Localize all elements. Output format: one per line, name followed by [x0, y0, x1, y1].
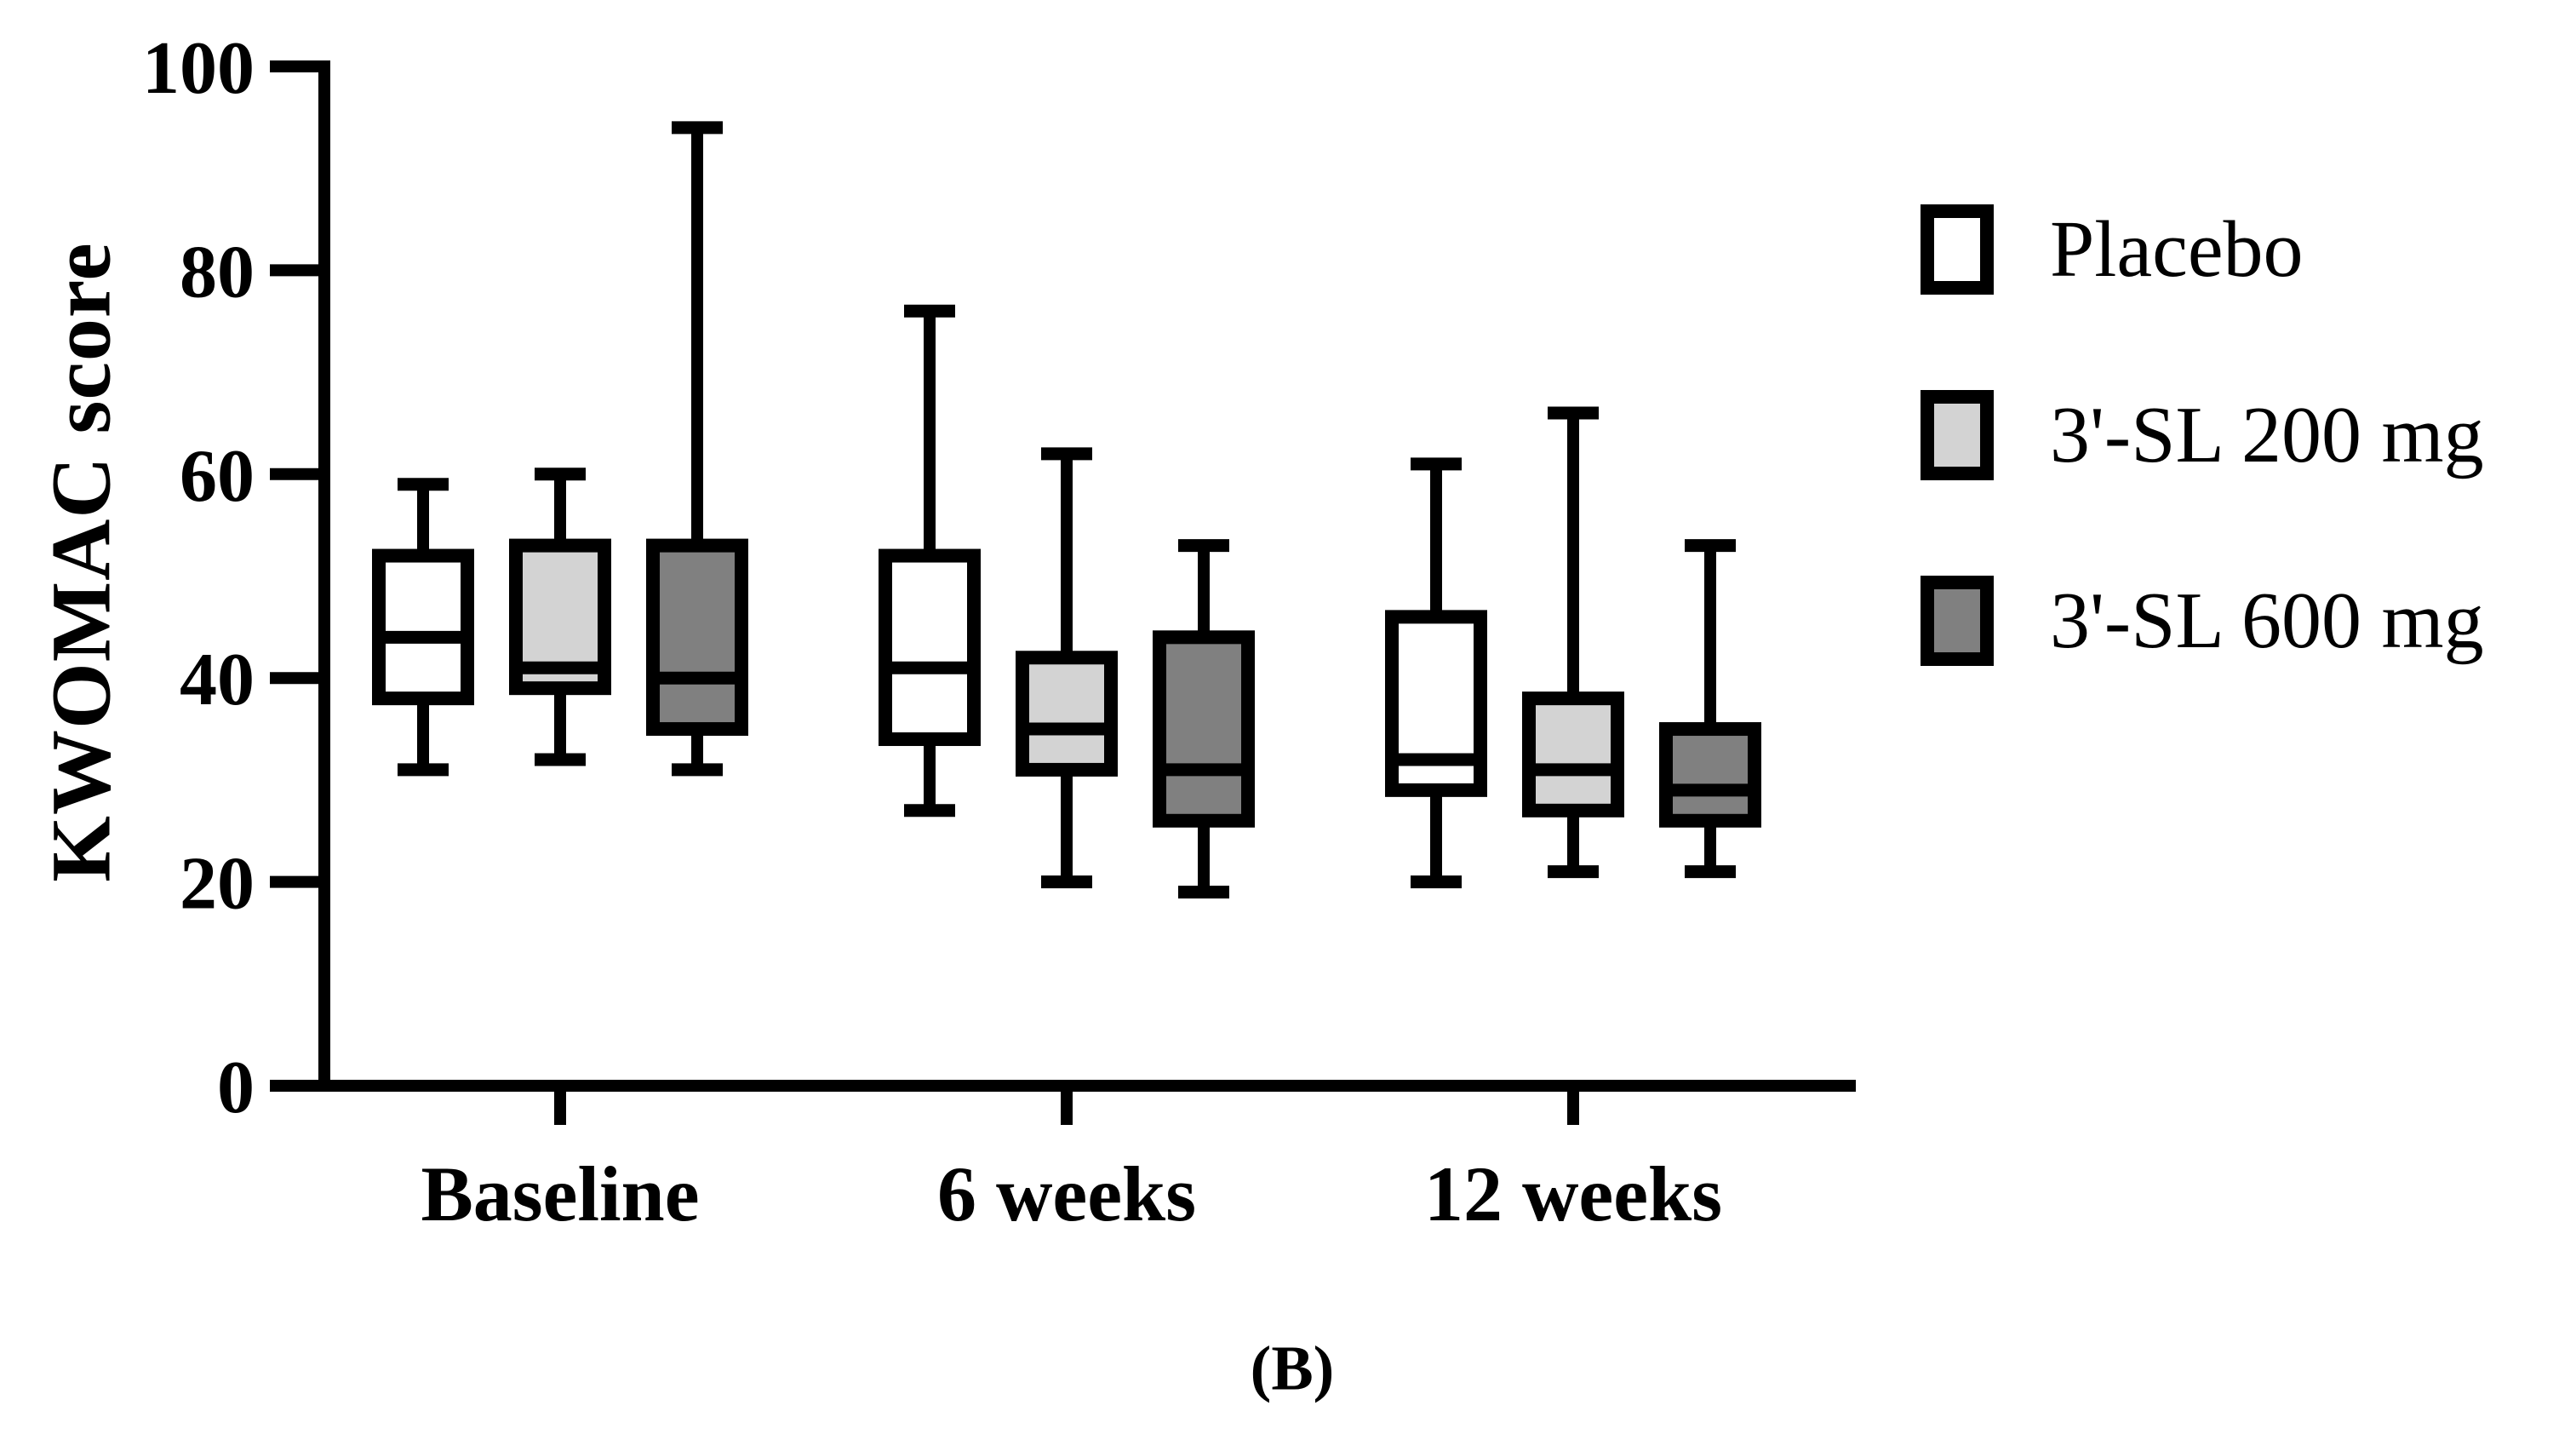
x-category-label: 12 weeks [1424, 1150, 1722, 1237]
legend-row-200mg: 3'-SL 200 mg [1921, 390, 2484, 480]
legend-label-600mg: 3'-SL 600 mg [2050, 577, 2484, 665]
y-axis-title: KWOMAC score [33, 242, 129, 882]
box [1659, 722, 1761, 828]
box [1522, 691, 1624, 818]
box [1016, 651, 1118, 777]
box [646, 538, 748, 737]
box [1153, 630, 1255, 828]
x-category-label: Baseline [421, 1150, 699, 1237]
y-tick-label: 100 [142, 27, 255, 110]
y-tick-label: 60 [180, 435, 255, 518]
y-tick-label: 20 [180, 843, 255, 926]
panel-label: (B) [1250, 1334, 1335, 1404]
legend-swatch-200mg-icon [1921, 390, 1994, 480]
y-tick-label: 40 [180, 639, 255, 721]
legend-swatch-600mg-icon [1921, 576, 1994, 666]
legend-label-placebo: Placebo [2050, 205, 2304, 294]
y-tick-label: 80 [180, 231, 255, 313]
x-category-label: 6 weeks [937, 1150, 1196, 1237]
legend-row-600mg: 3'-SL 600 mg [1921, 576, 2484, 666]
legend-label-200mg: 3'-SL 200 mg [2050, 391, 2484, 479]
legend-row-placebo: Placebo [1921, 204, 2484, 295]
legend: Placebo 3'-SL 200 mg 3'-SL 600 mg [1921, 204, 2484, 666]
box [879, 548, 981, 747]
legend-swatch-placebo-icon [1921, 204, 1994, 295]
y-tick-label: 0 [217, 1047, 255, 1129]
box [372, 548, 474, 706]
